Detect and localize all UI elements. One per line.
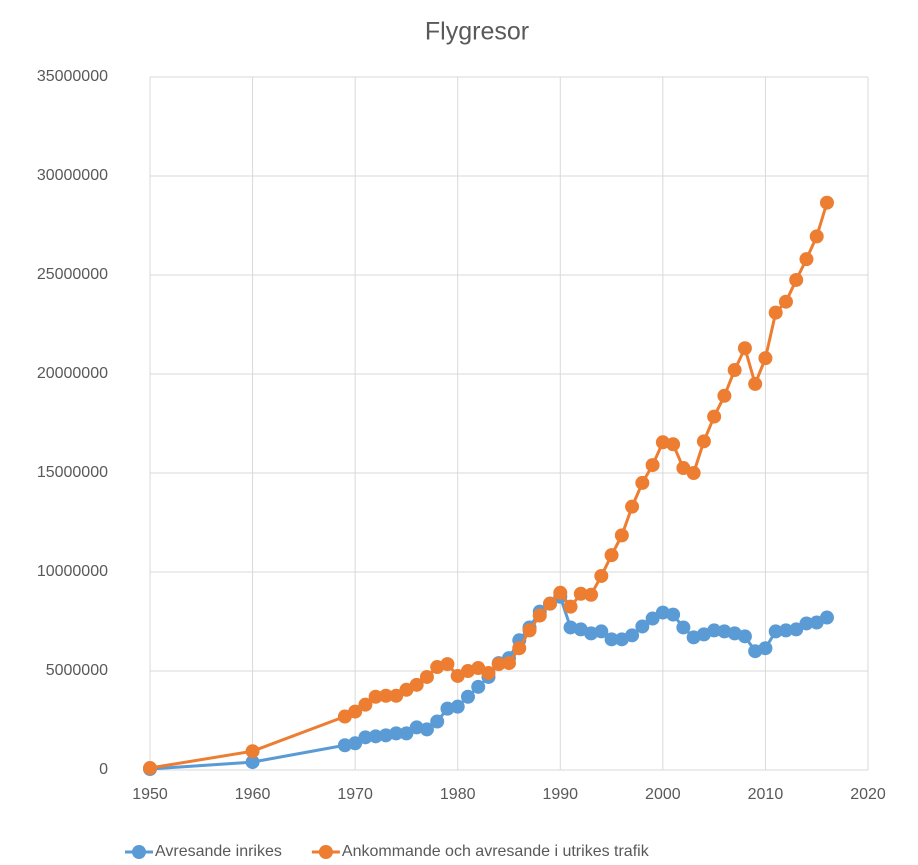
marker bbox=[737, 629, 752, 644]
marker bbox=[358, 730, 373, 745]
marker bbox=[348, 704, 363, 719]
marker bbox=[778, 623, 793, 638]
marker bbox=[573, 586, 588, 601]
marker bbox=[778, 294, 793, 309]
marker bbox=[553, 585, 568, 600]
marker bbox=[460, 689, 475, 704]
marker bbox=[245, 755, 260, 770]
marker bbox=[368, 689, 383, 704]
marker bbox=[502, 656, 516, 671]
x-tick-label: 1990 bbox=[542, 786, 578, 803]
marker bbox=[604, 632, 619, 647]
marker bbox=[625, 628, 640, 643]
y-tick-label: 15000000 bbox=[37, 464, 108, 481]
legend-label: Ankommande och avresande i utrikes trafi… bbox=[342, 843, 650, 860]
marker bbox=[419, 722, 434, 737]
marker bbox=[768, 624, 783, 639]
marker bbox=[666, 607, 681, 622]
marker bbox=[717, 388, 732, 403]
marker bbox=[748, 376, 763, 391]
marker bbox=[676, 620, 691, 635]
marker bbox=[409, 677, 424, 692]
marker bbox=[532, 608, 547, 623]
marker bbox=[389, 726, 404, 741]
y-tick-label: 25000000 bbox=[37, 266, 108, 283]
marker bbox=[512, 641, 527, 656]
marker bbox=[635, 619, 650, 634]
marker bbox=[604, 548, 619, 563]
marker bbox=[471, 679, 486, 694]
marker bbox=[245, 744, 260, 759]
y-tick-label: 10000000 bbox=[37, 563, 108, 580]
marker bbox=[584, 587, 599, 602]
marker bbox=[696, 434, 711, 449]
y-tick-label: 35000000 bbox=[37, 68, 108, 85]
marker bbox=[378, 688, 393, 703]
marker bbox=[819, 610, 834, 625]
marker bbox=[389, 688, 404, 703]
marker bbox=[789, 272, 804, 287]
marker bbox=[358, 697, 373, 712]
marker bbox=[594, 624, 609, 639]
marker bbox=[758, 641, 773, 656]
x-tick-label: 1960 bbox=[235, 786, 271, 803]
marker bbox=[368, 729, 383, 744]
marker bbox=[666, 437, 681, 452]
x-tick-label: 2000 bbox=[645, 786, 681, 803]
legend-marker bbox=[132, 845, 146, 859]
marker bbox=[614, 528, 629, 543]
x-tick-label: 1980 bbox=[440, 786, 476, 803]
marker bbox=[348, 736, 363, 751]
legend-marker bbox=[318, 845, 333, 859]
marker bbox=[799, 252, 814, 267]
y-tick-label: 30000000 bbox=[37, 167, 108, 184]
marker bbox=[707, 623, 722, 638]
chart-title: Flygresor bbox=[425, 18, 529, 46]
marker bbox=[635, 475, 650, 490]
y-tick-label: 0 bbox=[99, 761, 108, 778]
marker bbox=[799, 616, 814, 631]
marker bbox=[819, 195, 834, 210]
marker bbox=[491, 657, 506, 672]
marker bbox=[727, 363, 742, 378]
marker bbox=[419, 669, 434, 684]
x-tick-label: 1950 bbox=[132, 786, 168, 803]
y-tick-label: 20000000 bbox=[37, 365, 108, 382]
marker bbox=[645, 458, 660, 473]
x-tick-label: 2020 bbox=[850, 786, 886, 803]
marker bbox=[543, 596, 558, 611]
marker bbox=[440, 657, 455, 672]
marker bbox=[768, 305, 783, 320]
marker bbox=[143, 761, 157, 776]
marker bbox=[758, 351, 773, 366]
marker bbox=[430, 714, 445, 729]
marker bbox=[737, 341, 752, 356]
marker bbox=[686, 466, 701, 480]
legend-label: Avresande inrikes bbox=[155, 843, 282, 860]
marker bbox=[625, 499, 640, 514]
x-tick-label: 1970 bbox=[337, 786, 373, 803]
x-tick-label: 2010 bbox=[748, 786, 784, 803]
marker bbox=[645, 611, 660, 626]
marker bbox=[789, 622, 804, 637]
marker bbox=[399, 726, 414, 741]
marker bbox=[707, 409, 722, 424]
marker bbox=[563, 599, 578, 614]
marker bbox=[450, 699, 465, 714]
marker bbox=[809, 229, 824, 244]
y-tick-label: 5000000 bbox=[46, 662, 108, 679]
marker bbox=[594, 568, 609, 583]
marker bbox=[481, 665, 496, 680]
marker bbox=[522, 623, 537, 638]
